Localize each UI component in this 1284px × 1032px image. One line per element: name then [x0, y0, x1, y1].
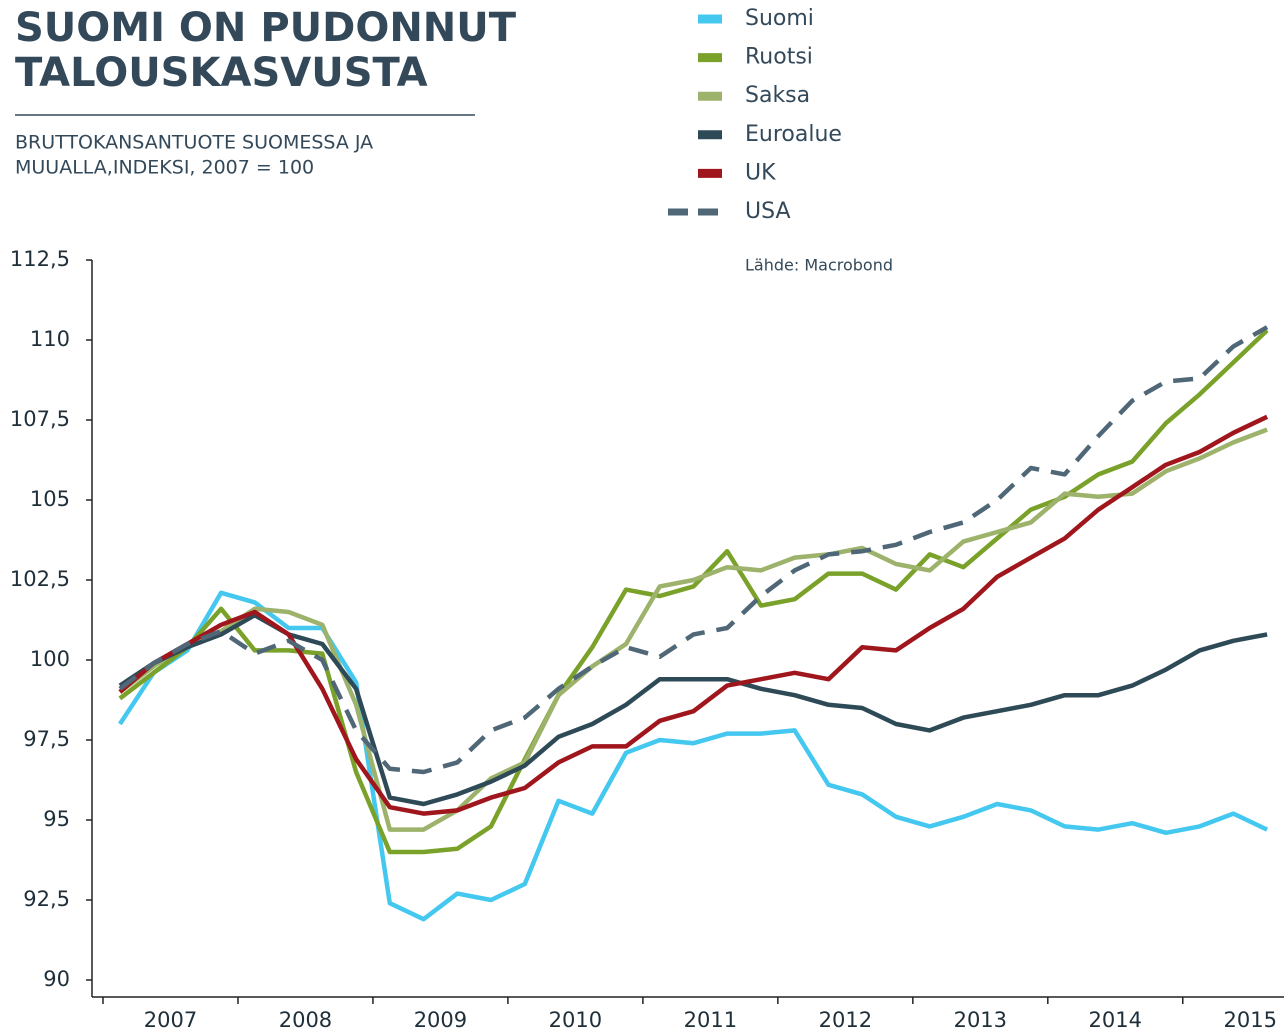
- legend-label: Ruotsi: [745, 45, 813, 70]
- legend-label: Saksa: [745, 83, 810, 108]
- x-tick-label: 2012: [819, 1008, 872, 1032]
- y-tick-label: 107,5: [10, 407, 70, 431]
- y-tick-label: 92,5: [23, 887, 70, 911]
- x-tick-label: 2009: [414, 1008, 467, 1032]
- y-tick-label: 97,5: [23, 727, 70, 751]
- x-tick-label: 2010: [549, 1008, 602, 1032]
- y-tick-label: 90: [43, 967, 70, 991]
- y-tick-label: 100: [30, 647, 70, 671]
- x-tick-label: 2014: [1089, 1008, 1142, 1032]
- source-note: Lähde: Macrobond: [745, 256, 893, 275]
- series-line: [118, 427, 1268, 832]
- legend-label: Euroalue: [745, 122, 842, 147]
- y-tick-label: 105: [30, 487, 70, 511]
- y-tick-label: 95: [43, 807, 70, 831]
- subtitle: MUUALLA,INDEKSI, 2007 = 100: [15, 157, 314, 179]
- series-line: [118, 414, 1269, 816]
- x-tick-label: 2008: [279, 1008, 332, 1032]
- y-tick-label: 110: [30, 327, 70, 351]
- chart-title: TALOUSKASVUSTA: [15, 50, 428, 96]
- subtitle: BRUTTOKANSANTUOTE SUOMESSA JA: [15, 132, 373, 154]
- legend-label: UK: [745, 160, 776, 185]
- x-tick-label: 2015: [1224, 1008, 1277, 1032]
- series-line: [118, 612, 1268, 807]
- y-tick-label: 102,5: [10, 567, 70, 591]
- series-line: [118, 328, 1269, 855]
- x-tick-label: 2007: [144, 1008, 197, 1032]
- legend-label: USA: [745, 199, 791, 224]
- chart-title: SUOMI ON PUDONNUT: [15, 5, 517, 51]
- x-tick-label: 2013: [954, 1008, 1007, 1032]
- legend-label: Suomi: [745, 6, 814, 31]
- series-line: [118, 325, 1269, 775]
- x-tick-label: 2011: [684, 1008, 737, 1032]
- series-line: [118, 590, 1269, 922]
- y-tick-label: 112,5: [10, 247, 70, 271]
